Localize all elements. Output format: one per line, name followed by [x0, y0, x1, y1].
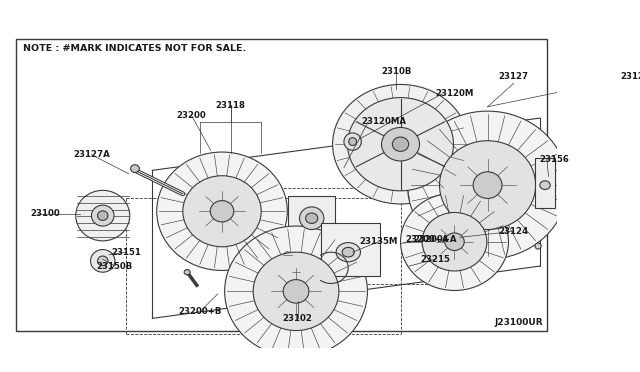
Ellipse shape [253, 252, 339, 331]
Ellipse shape [336, 243, 360, 262]
Ellipse shape [348, 97, 454, 191]
Ellipse shape [392, 137, 409, 151]
Ellipse shape [184, 270, 190, 275]
Ellipse shape [97, 256, 108, 266]
Ellipse shape [292, 269, 300, 275]
Ellipse shape [157, 152, 287, 270]
Text: 23200+B: 23200+B [179, 307, 222, 316]
Ellipse shape [92, 205, 114, 226]
Text: 23150B: 23150B [97, 262, 133, 270]
Ellipse shape [333, 84, 468, 204]
Text: 23200: 23200 [177, 111, 207, 120]
Text: 23100: 23100 [31, 209, 60, 218]
Text: 23102: 23102 [283, 314, 313, 323]
Ellipse shape [283, 280, 309, 303]
Text: 23127: 23127 [499, 72, 529, 81]
Ellipse shape [306, 213, 318, 224]
Text: 23120M: 23120M [435, 89, 474, 98]
Ellipse shape [408, 111, 568, 259]
Ellipse shape [76, 190, 130, 241]
Text: 23200+A: 23200+A [413, 235, 457, 244]
Ellipse shape [540, 181, 550, 189]
Ellipse shape [344, 133, 362, 150]
Ellipse shape [445, 233, 464, 250]
Text: NOTE : #MARK INDICATES NOT FOR SALE.: NOTE : #MARK INDICATES NOT FOR SALE. [22, 44, 246, 53]
Ellipse shape [342, 247, 355, 257]
FancyBboxPatch shape [534, 158, 556, 208]
Ellipse shape [97, 211, 108, 220]
FancyBboxPatch shape [288, 196, 335, 241]
Ellipse shape [300, 207, 324, 230]
Text: 23151: 23151 [111, 248, 141, 257]
Ellipse shape [225, 226, 367, 357]
Ellipse shape [90, 250, 115, 272]
Text: 23156: 23156 [540, 154, 570, 164]
Ellipse shape [535, 243, 541, 249]
Ellipse shape [183, 176, 261, 247]
Text: 23127: 23127 [621, 72, 640, 81]
Ellipse shape [131, 165, 140, 173]
Ellipse shape [349, 138, 356, 145]
Text: 23124: 23124 [499, 227, 529, 236]
Text: J23100UR: J23100UR [495, 318, 543, 327]
Ellipse shape [284, 252, 291, 258]
FancyBboxPatch shape [321, 224, 380, 276]
Text: 23215: 23215 [420, 255, 451, 264]
Ellipse shape [381, 128, 420, 161]
Text: 23200+A: 23200+A [405, 235, 449, 244]
Text: 23127A: 23127A [73, 150, 110, 159]
Text: 23118: 23118 [216, 100, 246, 109]
Text: 2310B: 2310B [381, 67, 412, 76]
Text: 23135M: 23135M [360, 237, 398, 246]
Ellipse shape [401, 193, 508, 291]
Text: 23120MA: 23120MA [362, 117, 406, 126]
Ellipse shape [473, 172, 502, 198]
Ellipse shape [422, 212, 487, 271]
Ellipse shape [211, 201, 234, 222]
Ellipse shape [440, 141, 536, 230]
